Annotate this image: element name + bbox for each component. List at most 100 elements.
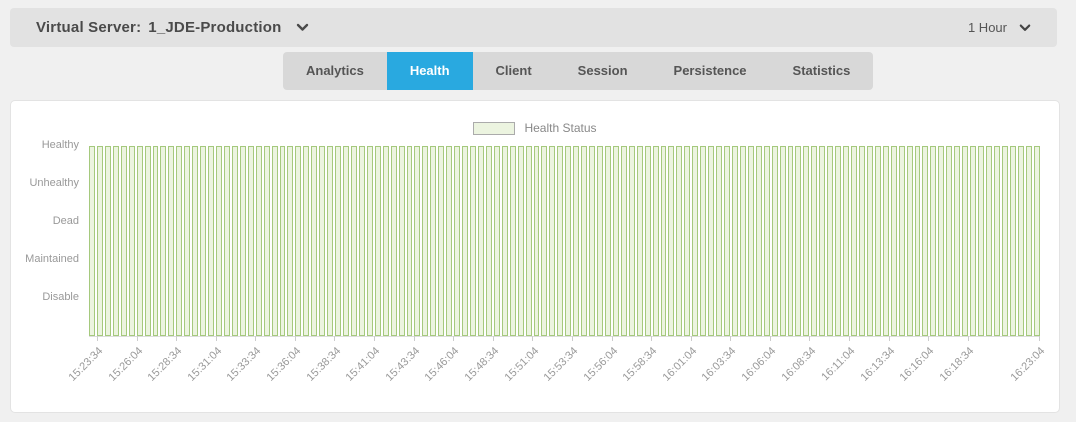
x-axis-tick xyxy=(928,336,930,341)
x-axis-tick xyxy=(453,336,455,341)
y-axis-label: Maintained xyxy=(25,253,79,265)
health-bar xyxy=(104,146,111,336)
health-bar xyxy=(993,146,1000,336)
health-bar xyxy=(287,146,294,336)
health-bar xyxy=(589,146,595,336)
health-bar xyxy=(319,146,326,336)
health-bar xyxy=(1017,146,1024,336)
tab-persistence[interactable]: Persistence xyxy=(673,63,747,78)
tab-client[interactable]: Client xyxy=(495,63,532,78)
health-bar xyxy=(1033,146,1040,336)
health-bar xyxy=(160,146,167,336)
chart-plot-area: 15:23:34 15:26:04 15:28:34 15:31:04 15:33:34… xyxy=(67,146,1047,384)
health-bar xyxy=(739,146,746,336)
x-axis-tick xyxy=(651,336,653,341)
health-bar xyxy=(509,146,516,336)
health-bar xyxy=(200,146,207,336)
time-range-selector[interactable]: 1 Hour xyxy=(968,20,1031,35)
health-bar xyxy=(676,146,683,336)
health-bar xyxy=(922,146,929,336)
health-bar xyxy=(787,146,794,336)
x-axis-tick xyxy=(611,336,613,341)
health-bar xyxy=(327,146,334,336)
health-bar xyxy=(946,146,953,336)
health-bar xyxy=(866,146,873,336)
x-axis-tick xyxy=(532,336,534,341)
health-bar xyxy=(366,146,373,336)
health-bar xyxy=(644,146,651,336)
tab-analytics[interactable]: Analytics xyxy=(306,63,364,78)
health-bar xyxy=(763,146,770,336)
health-bar xyxy=(930,146,937,336)
health-bar xyxy=(501,146,508,336)
health-bar xyxy=(835,146,842,336)
tab-health[interactable]: Health xyxy=(386,52,473,90)
health-bar xyxy=(112,146,119,336)
health-bar xyxy=(692,146,699,336)
health-bar xyxy=(430,146,437,336)
health-bar xyxy=(811,146,818,336)
virtual-server-bar: Virtual Server: 1_JDE-Production 1 Hour xyxy=(10,8,1057,47)
health-bar xyxy=(1025,146,1032,336)
health-bar xyxy=(1001,146,1008,336)
health-bar xyxy=(731,146,738,336)
health-bar xyxy=(136,146,143,336)
health-bar xyxy=(477,146,484,336)
legend-label: Health Status xyxy=(524,121,597,135)
health-bar xyxy=(795,146,802,336)
health-bar xyxy=(422,146,429,336)
health-bar xyxy=(517,146,524,336)
x-axis-tick xyxy=(294,336,296,341)
health-bar xyxy=(890,146,897,336)
health-bar xyxy=(208,146,214,336)
health-bar xyxy=(716,146,722,336)
health-bar xyxy=(216,146,222,336)
health-bar xyxy=(350,146,357,336)
health-bar xyxy=(668,146,675,336)
health-bar xyxy=(628,146,635,336)
health-bar xyxy=(970,146,976,336)
health-bar xyxy=(779,146,786,336)
x-axis-tick xyxy=(849,336,850,341)
health-bar xyxy=(874,146,881,336)
health-bar xyxy=(612,146,619,336)
health-bar xyxy=(493,146,500,336)
x-axis-tick xyxy=(374,336,375,341)
health-bar xyxy=(541,146,548,336)
health-bar xyxy=(462,146,468,336)
health-bar xyxy=(898,146,905,336)
health-bar xyxy=(549,146,556,336)
tab-statistics[interactable]: Statistics xyxy=(792,63,851,78)
health-bar xyxy=(382,146,389,336)
y-axis-labels: Healthy Unhealthy Dead Maintained Disable xyxy=(11,139,79,336)
health-bar xyxy=(414,146,421,336)
y-axis-label: Disable xyxy=(42,291,79,303)
x-axis-tick xyxy=(255,336,257,341)
chevron-down-icon[interactable] xyxy=(296,23,309,32)
x-axis-tick xyxy=(809,336,811,341)
virtual-server-value[interactable]: 1_JDE-Production xyxy=(148,19,282,36)
health-bar xyxy=(120,146,127,336)
x-axis-tick xyxy=(967,336,969,341)
health-bar xyxy=(827,146,834,336)
health-bar xyxy=(684,146,691,336)
health-bar xyxy=(525,146,532,336)
health-bar xyxy=(128,146,135,336)
health-bar xyxy=(398,146,405,336)
x-axis-tick xyxy=(215,336,217,341)
health-bar xyxy=(279,146,286,336)
health-bar xyxy=(184,146,191,336)
y-axis-label: Healthy xyxy=(41,139,79,151)
health-bar xyxy=(454,146,461,336)
health-bar xyxy=(533,146,540,336)
x-axis-tick xyxy=(96,336,98,341)
tab-session[interactable]: Session xyxy=(577,63,628,78)
health-bar xyxy=(985,146,992,336)
y-axis-label: Dead xyxy=(52,215,79,227)
health-bar xyxy=(192,146,199,336)
health-bar xyxy=(914,146,921,336)
x-axis-tick xyxy=(769,336,771,341)
health-bar xyxy=(223,146,230,336)
x-axis-tick xyxy=(334,336,336,341)
x-axis-tick xyxy=(1039,336,1040,341)
